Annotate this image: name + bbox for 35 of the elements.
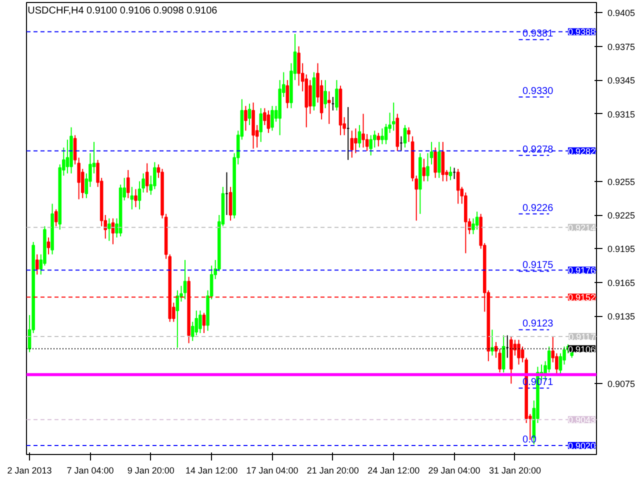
- ref-line-label: 0.9117: [568, 332, 596, 342]
- x-tick-label: 24 Jan 12:00: [368, 466, 420, 476]
- ref-line-label: 0.9330: [522, 86, 554, 97]
- x-tick-label: 31 Jan 20:00: [488, 466, 541, 476]
- ref-line-label: 0.9043: [568, 415, 596, 426]
- y-tick-label: 0.9195: [608, 244, 636, 254]
- x-tick-label: 9 Jan 20:00: [127, 466, 174, 476]
- ref-line-label: 0.9106: [568, 344, 596, 354]
- y-tick-label: 0.9405: [608, 8, 636, 18]
- x-tick-label: 7 Jan 04:00: [66, 466, 114, 476]
- ref-line-label: 0.9381: [522, 28, 554, 40]
- x-tick-label: 29 Jan 04:00: [428, 466, 480, 476]
- y-tick-label: 0.9075: [608, 379, 636, 390]
- ref-line-label: 0.9020: [568, 441, 596, 452]
- ref-line-label: 0.9152: [568, 292, 596, 303]
- y-tick-label: 0.9375: [608, 42, 636, 52]
- ref-line-label: 0.9214: [568, 222, 596, 233]
- chart-title: USDCHF,H4 0.9100 0.9106 0.9098 0.9106: [28, 6, 218, 16]
- x-tick-label: 17 Jan 04:00: [246, 466, 298, 476]
- ref-line-label: 0.9278: [522, 144, 554, 156]
- y-tick-label: 0.9135: [608, 312, 636, 322]
- ref-line-label: 0.9226: [522, 202, 554, 214]
- ref-line-label: 0.9282: [568, 146, 596, 156]
- y-tick-label: 0.9165: [608, 278, 636, 288]
- ref-line-label: 0.9176: [568, 266, 596, 276]
- y-tick-label: 0.9255: [608, 176, 636, 187]
- x-tick-label: 21 Jan 20:00: [306, 466, 359, 476]
- ref-line-label: 0.9388: [568, 27, 596, 38]
- ref-line-label: 0.9175: [522, 260, 554, 272]
- y-tick-label: 0.9345: [608, 76, 636, 86]
- x-tick-label: 14 Jan 12:00: [186, 466, 238, 476]
- y-tick-label: 0.9225: [608, 210, 636, 221]
- x-tick-label: 2 Jan 2013: [7, 466, 52, 476]
- ref-line-label: 0.9123: [522, 318, 554, 330]
- y-tick-label: 0.9315: [608, 109, 636, 120]
